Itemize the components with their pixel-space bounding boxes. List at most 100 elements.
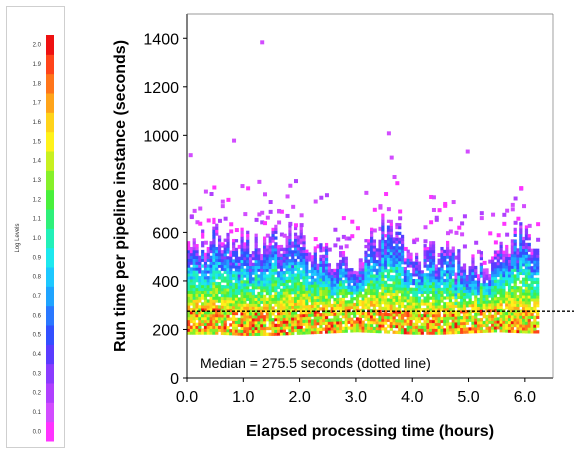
heat-cell (392, 278, 396, 282)
heat-cell (237, 244, 242, 249)
heat-cell (341, 274, 346, 278)
heat-cell (386, 219, 391, 223)
heat-cell (310, 322, 315, 326)
heat-cell (350, 294, 354, 298)
heat-cell (355, 302, 360, 307)
heat-cell (381, 263, 385, 267)
heat-cell (513, 248, 517, 252)
heat-cell (279, 306, 284, 310)
heat-cell (389, 278, 393, 282)
heat-cell (243, 251, 247, 255)
heat-cell (505, 268, 509, 272)
heat-cell (491, 329, 495, 333)
heat-cell (502, 273, 506, 278)
heat-cell (429, 244, 433, 248)
heat-cell (381, 283, 385, 287)
heat-cell (277, 300, 281, 304)
heat-cell (513, 300, 517, 304)
heat-cell (347, 326, 351, 330)
heat-cell (246, 230, 250, 235)
heat-cell (491, 259, 495, 263)
heat-cell (479, 262, 484, 267)
heat-cell (209, 249, 213, 254)
heat-cell (454, 284, 458, 288)
heat-cell (355, 291, 360, 295)
heat-cell (519, 186, 524, 191)
heat-cell (187, 302, 191, 306)
heat-cell (415, 328, 419, 332)
heat-cell (519, 222, 523, 226)
heat-cell (240, 291, 244, 296)
heat-cell (308, 316, 312, 320)
heat-cell (417, 267, 422, 271)
heat-cell (409, 296, 413, 300)
heat-cell (288, 238, 292, 243)
heat-cell (302, 278, 306, 283)
heat-cell (195, 328, 199, 332)
heat-cell (471, 257, 475, 261)
heat-cell (324, 315, 329, 320)
heat-cell (417, 311, 422, 315)
heat-cell (254, 233, 258, 237)
heat-cell (474, 318, 478, 322)
heat-cell (505, 247, 509, 252)
heat-cell (339, 259, 343, 264)
heat-cell (240, 236, 244, 240)
heat-cell (237, 271, 241, 275)
heat-cell (226, 241, 230, 245)
heat-cell (468, 315, 472, 319)
heat-cell (310, 313, 315, 317)
heat-cell (254, 271, 258, 275)
heat-cell (226, 232, 230, 237)
heat-cell (451, 281, 455, 285)
heat-cell (212, 220, 216, 225)
heat-cell (212, 319, 216, 324)
heat-cell (254, 280, 258, 284)
heat-cell (527, 237, 531, 241)
x-tick-label: 0.0 (176, 389, 198, 406)
heat-cell (530, 324, 534, 328)
heat-cell (237, 291, 241, 295)
heat-cell (203, 267, 208, 271)
heat-cell (423, 313, 427, 318)
heat-cell (505, 253, 509, 257)
heat-cell (248, 309, 253, 313)
heat-cell (460, 221, 465, 226)
heat-cell (189, 316, 194, 321)
heat-cell (324, 312, 329, 317)
heat-cell (217, 252, 222, 257)
heat-cell (260, 291, 264, 296)
heat-cell (220, 331, 224, 335)
heat-cell (431, 328, 436, 332)
heat-cell (293, 305, 298, 309)
heat-cell (378, 303, 382, 308)
heat-cell (358, 267, 362, 272)
heat-cell (395, 231, 399, 235)
colorbar-tick-label: 1.4 (33, 159, 42, 165)
heat-cell (217, 261, 222, 265)
heat-cell (282, 300, 286, 304)
heat-cell (440, 249, 444, 254)
heat-cell (499, 285, 503, 289)
heat-cell (446, 272, 450, 277)
heat-cell (296, 293, 301, 297)
heat-cell (215, 226, 219, 230)
heat-cell (465, 286, 469, 290)
heat-cell (268, 315, 272, 319)
heat-cell (524, 306, 529, 311)
heat-cell (460, 298, 464, 302)
heat-cell (361, 311, 365, 316)
heat-cell (400, 252, 405, 256)
heat-cell (308, 307, 312, 312)
heat-cell (367, 297, 371, 301)
heat-cell (234, 300, 239, 304)
heat-cell (426, 305, 430, 309)
heat-cell (339, 300, 343, 304)
heat-cell (189, 215, 194, 220)
heat-cell (386, 240, 391, 244)
heat-cell (392, 240, 396, 244)
heat-cell (212, 241, 216, 245)
heat-cell (226, 311, 230, 315)
heat-cell (406, 299, 410, 303)
heat-cell (524, 301, 529, 305)
